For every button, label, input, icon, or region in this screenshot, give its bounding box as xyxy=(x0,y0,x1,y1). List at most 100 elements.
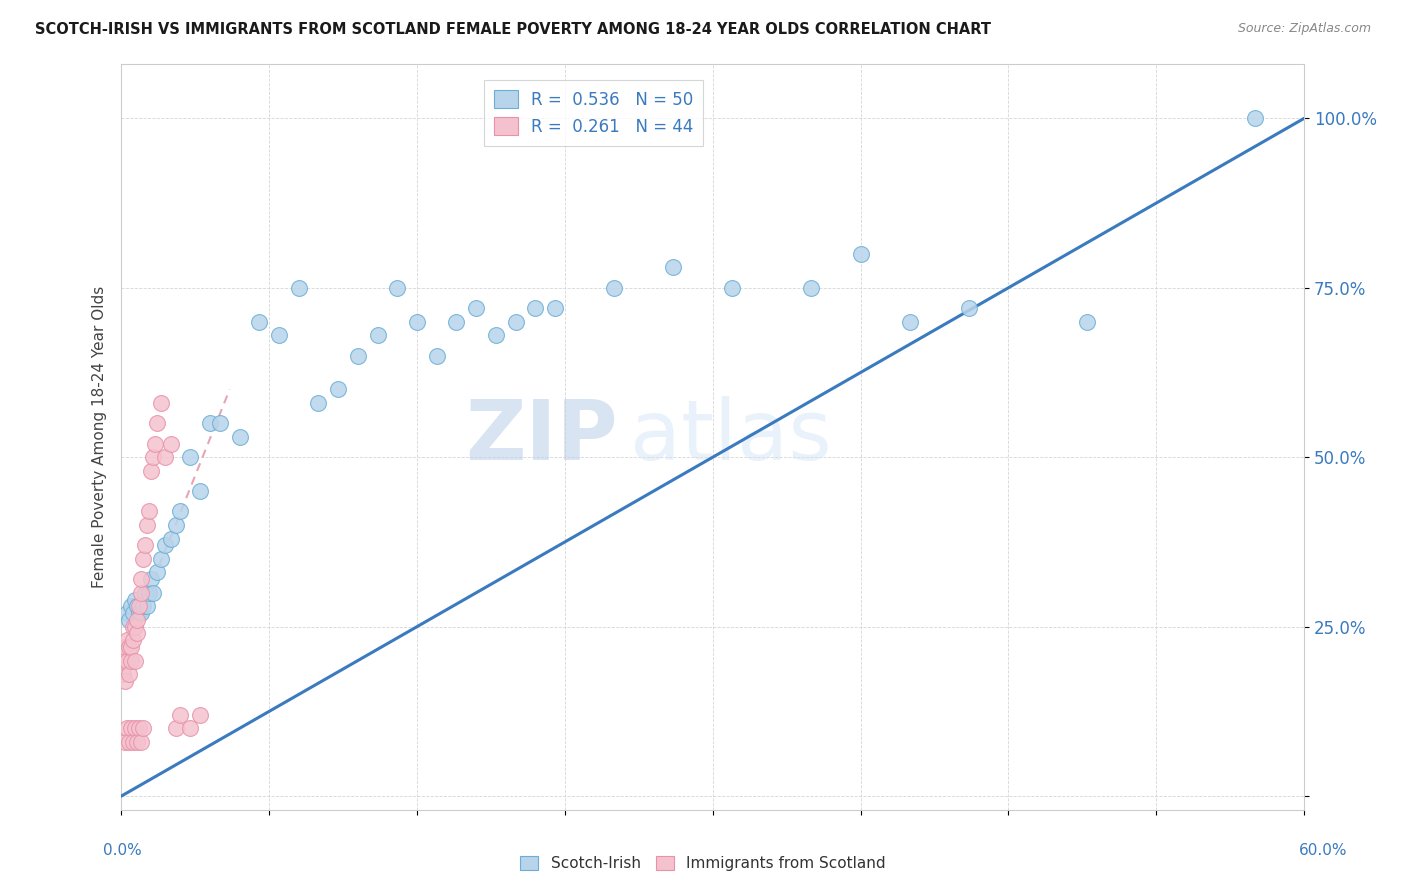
Point xyxy=(662,260,685,275)
Point xyxy=(118,735,141,749)
Point xyxy=(139,572,162,586)
Text: SCOTCH-IRISH VS IMMIGRANTS FROM SCOTLAND FEMALE POVERTY AMONG 18-24 YEAR OLDS CO: SCOTCH-IRISH VS IMMIGRANTS FROM SCOTLAND… xyxy=(35,22,991,37)
Point xyxy=(114,735,136,749)
Point xyxy=(465,301,488,315)
Point xyxy=(159,532,181,546)
Point xyxy=(1244,112,1267,126)
Point xyxy=(228,430,250,444)
Point xyxy=(125,599,148,614)
Point xyxy=(138,586,160,600)
Point xyxy=(346,349,368,363)
Point xyxy=(188,707,211,722)
Point xyxy=(165,518,187,533)
Point xyxy=(367,328,389,343)
Point xyxy=(179,450,201,465)
Point xyxy=(115,633,138,648)
Point xyxy=(129,606,152,620)
Point xyxy=(120,599,142,614)
Text: atlas: atlas xyxy=(630,396,832,477)
Point xyxy=(134,538,156,552)
Point xyxy=(124,654,146,668)
Point xyxy=(721,281,744,295)
Point xyxy=(142,450,165,465)
Point xyxy=(142,586,165,600)
Point xyxy=(115,722,138,736)
Point xyxy=(128,606,150,620)
Point xyxy=(165,722,187,736)
Point xyxy=(125,613,148,627)
Point xyxy=(169,504,191,518)
Point xyxy=(406,315,429,329)
Point xyxy=(124,620,146,634)
Point xyxy=(132,552,155,566)
Legend: R =  0.536   N = 50, R =  0.261   N = 44: R = 0.536 N = 50, R = 0.261 N = 44 xyxy=(485,80,703,145)
Point xyxy=(307,396,329,410)
Point xyxy=(603,281,626,295)
Point xyxy=(139,464,162,478)
Y-axis label: Female Poverty Among 18-24 Year Olds: Female Poverty Among 18-24 Year Olds xyxy=(93,285,107,588)
Point xyxy=(129,735,152,749)
Point xyxy=(387,281,409,295)
Point xyxy=(122,633,145,648)
Point xyxy=(149,396,172,410)
Text: 60.0%: 60.0% xyxy=(1299,843,1347,858)
Point xyxy=(149,552,172,566)
Point xyxy=(115,654,138,668)
Point xyxy=(153,450,176,465)
Point xyxy=(524,301,547,315)
Legend: Scotch-Irish, Immigrants from Scotland: Scotch-Irish, Immigrants from Scotland xyxy=(513,850,893,877)
Point xyxy=(188,484,211,499)
Point xyxy=(124,592,146,607)
Point xyxy=(118,613,141,627)
Point xyxy=(153,538,176,552)
Point xyxy=(426,349,449,363)
Point xyxy=(898,315,921,329)
Point xyxy=(114,640,136,654)
Point xyxy=(134,586,156,600)
Point xyxy=(267,328,290,343)
Point xyxy=(505,315,527,329)
Point xyxy=(198,417,221,431)
Point xyxy=(118,667,141,681)
Text: ZIP: ZIP xyxy=(465,396,619,477)
Point xyxy=(179,722,201,736)
Point xyxy=(544,301,567,315)
Point xyxy=(135,599,157,614)
Point xyxy=(485,328,508,343)
Point xyxy=(112,667,135,681)
Point xyxy=(129,572,152,586)
Point xyxy=(125,626,148,640)
Point xyxy=(132,599,155,614)
Text: Source: ZipAtlas.com: Source: ZipAtlas.com xyxy=(1237,22,1371,36)
Point xyxy=(135,518,157,533)
Point xyxy=(145,417,167,431)
Point xyxy=(114,673,136,688)
Point xyxy=(800,281,823,295)
Point xyxy=(287,281,309,295)
Point xyxy=(120,722,142,736)
Point xyxy=(118,640,141,654)
Point xyxy=(125,735,148,749)
Point xyxy=(120,640,142,654)
Point xyxy=(122,620,145,634)
Point xyxy=(1076,315,1098,329)
Point xyxy=(143,436,166,450)
Point xyxy=(247,315,270,329)
Point xyxy=(112,654,135,668)
Point xyxy=(122,606,145,620)
Text: 0.0%: 0.0% xyxy=(103,843,142,858)
Point xyxy=(145,566,167,580)
Point xyxy=(128,599,150,614)
Point xyxy=(138,504,160,518)
Point xyxy=(124,722,146,736)
Point xyxy=(122,735,145,749)
Point xyxy=(849,247,872,261)
Point xyxy=(957,301,980,315)
Point xyxy=(132,722,155,736)
Point xyxy=(128,722,150,736)
Point xyxy=(326,383,349,397)
Point xyxy=(208,417,231,431)
Point xyxy=(115,606,138,620)
Point xyxy=(169,707,191,722)
Point xyxy=(159,436,181,450)
